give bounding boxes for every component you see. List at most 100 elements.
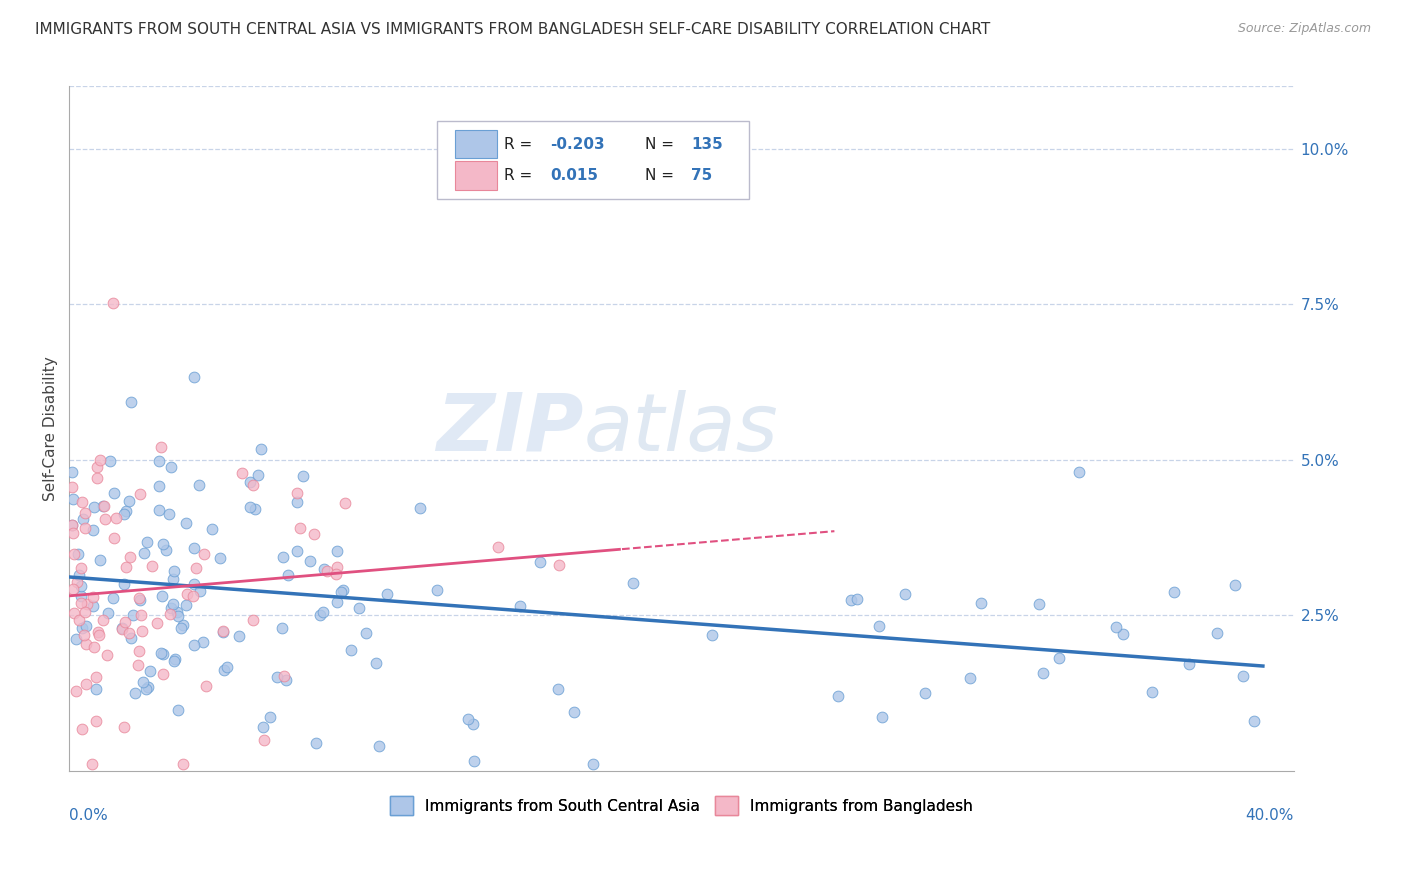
Point bbox=[70, 621, 93, 635]
Point bbox=[183, 577, 205, 591]
Point bbox=[1140, 684, 1163, 698]
Point bbox=[1047, 650, 1070, 665]
Point bbox=[103, 485, 125, 500]
Point bbox=[60, 517, 83, 532]
Point bbox=[183, 541, 205, 556]
Point bbox=[868, 619, 890, 633]
Point bbox=[326, 595, 349, 609]
Point bbox=[83, 500, 105, 515]
Text: R =: R = bbox=[503, 136, 537, 152]
Point bbox=[84, 670, 107, 684]
Point bbox=[75, 677, 97, 691]
Point bbox=[183, 370, 205, 384]
Point bbox=[120, 631, 142, 645]
Point bbox=[155, 543, 177, 558]
Point bbox=[1177, 657, 1199, 671]
Point bbox=[273, 669, 295, 683]
Point bbox=[70, 495, 93, 509]
Point bbox=[167, 703, 190, 717]
Point bbox=[316, 564, 339, 578]
Point bbox=[150, 440, 173, 454]
Text: 0.015: 0.015 bbox=[550, 169, 599, 183]
Point bbox=[333, 496, 356, 510]
Point bbox=[212, 663, 235, 677]
Point bbox=[509, 599, 531, 614]
Point bbox=[89, 628, 111, 642]
Point bbox=[89, 452, 111, 467]
Text: Source: ZipAtlas.com: Source: ZipAtlas.com bbox=[1237, 22, 1371, 36]
Point bbox=[325, 567, 347, 582]
Point bbox=[270, 621, 292, 635]
Text: 135: 135 bbox=[692, 136, 723, 152]
Text: -0.203: -0.203 bbox=[550, 136, 605, 152]
Point bbox=[146, 616, 169, 631]
Legend: Immigrants from South Central Asia, Immigrants from Bangladesh: Immigrants from South Central Asia, Immi… bbox=[384, 790, 979, 822]
Point bbox=[242, 613, 264, 627]
Point bbox=[238, 475, 260, 489]
Point bbox=[118, 626, 141, 640]
Point bbox=[174, 599, 197, 613]
Point bbox=[183, 638, 205, 652]
Point bbox=[67, 567, 90, 582]
Point bbox=[914, 686, 936, 700]
Point bbox=[1069, 465, 1091, 479]
Point bbox=[215, 660, 238, 674]
Text: 0.0%: 0.0% bbox=[69, 808, 108, 823]
Point bbox=[148, 479, 170, 493]
Point bbox=[1243, 714, 1265, 728]
Point bbox=[253, 733, 276, 747]
Point bbox=[159, 459, 181, 474]
Point bbox=[548, 558, 571, 573]
Point bbox=[201, 522, 224, 536]
Point bbox=[96, 648, 118, 662]
Point bbox=[165, 652, 187, 666]
Point bbox=[1028, 597, 1050, 611]
Point bbox=[136, 535, 159, 549]
Text: N =: N = bbox=[644, 136, 679, 152]
Point bbox=[190, 584, 212, 599]
Point bbox=[364, 657, 387, 671]
Point bbox=[72, 628, 94, 642]
Text: 40.0%: 40.0% bbox=[1246, 808, 1294, 823]
Point bbox=[191, 634, 214, 648]
Point bbox=[354, 626, 377, 640]
Point bbox=[89, 553, 111, 567]
Point bbox=[62, 582, 84, 596]
Point bbox=[486, 540, 509, 554]
Point bbox=[86, 471, 108, 485]
Point bbox=[148, 503, 170, 517]
Point bbox=[170, 621, 193, 635]
Point bbox=[1163, 585, 1185, 599]
Point bbox=[114, 615, 136, 629]
Point bbox=[181, 589, 204, 603]
Point bbox=[172, 618, 194, 632]
Point bbox=[131, 624, 153, 639]
Point bbox=[242, 477, 264, 491]
Point bbox=[162, 572, 184, 586]
Point bbox=[582, 757, 605, 772]
Point bbox=[288, 521, 311, 535]
Point bbox=[163, 564, 186, 578]
Point bbox=[157, 507, 180, 521]
Point bbox=[103, 532, 125, 546]
Point bbox=[141, 559, 163, 574]
Point bbox=[75, 619, 97, 633]
Point bbox=[623, 576, 645, 591]
Y-axis label: Self-Care Disability: Self-Care Disability bbox=[44, 356, 58, 501]
Point bbox=[150, 589, 173, 603]
Point bbox=[309, 607, 332, 622]
Point bbox=[894, 587, 917, 601]
Point bbox=[60, 466, 83, 480]
FancyBboxPatch shape bbox=[436, 120, 749, 199]
Point bbox=[252, 720, 274, 734]
Point bbox=[132, 546, 155, 560]
Point bbox=[1223, 578, 1246, 592]
Point bbox=[118, 550, 141, 565]
Point bbox=[86, 460, 108, 475]
Point bbox=[111, 622, 134, 636]
Point bbox=[62, 525, 84, 540]
Point bbox=[959, 671, 981, 685]
Point bbox=[101, 296, 124, 310]
Point bbox=[209, 551, 232, 566]
Point bbox=[103, 591, 125, 606]
